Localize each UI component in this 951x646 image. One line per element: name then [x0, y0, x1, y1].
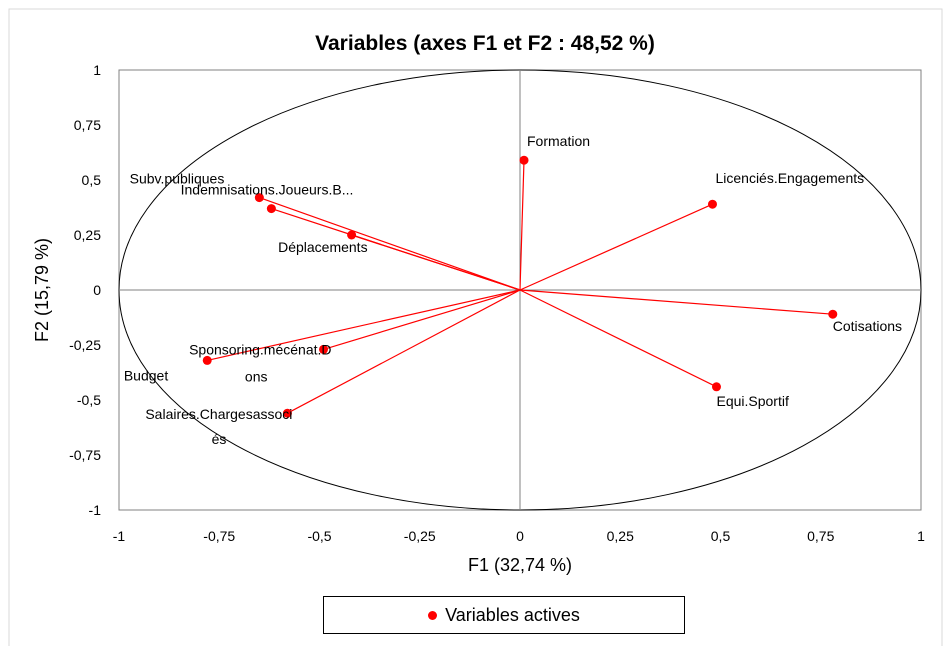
y-tick-label: 0,5 — [82, 172, 102, 188]
variable-vectors — [207, 160, 833, 414]
y-tick-label: 0 — [93, 282, 101, 298]
variable-vector — [207, 289, 521, 361]
x-tick-label: -0,75 — [203, 528, 235, 544]
x-tick-labels: -1 -0,75 -0,5 -0,25 0 0,25 0,5 0,75 1 — [113, 528, 925, 544]
x-tick-label: 0,75 — [807, 528, 834, 544]
variable-vector — [519, 160, 525, 291]
variable-vector — [519, 203, 713, 291]
x-tick-label: -0,5 — [307, 528, 331, 544]
data-point — [828, 309, 838, 319]
data-label: Déplacements — [278, 239, 368, 255]
variable-vector — [259, 197, 521, 291]
variable-labels: Formation Licenciés.Engagements Cotisation… — [124, 133, 902, 447]
data-label: Cotisations — [833, 318, 902, 334]
legend-label: Variables actives — [445, 604, 580, 625]
data-point — [202, 355, 212, 365]
variable-vector — [519, 289, 717, 388]
x-axis-label: F1 (32,74 %) — [468, 555, 572, 575]
variable-vector — [351, 234, 521, 291]
data-point — [254, 193, 264, 203]
y-tick-label: -1 — [89, 502, 102, 518]
x-tick-label: 0,25 — [607, 528, 634, 544]
data-point — [282, 408, 292, 418]
y-tick-label: -0,75 — [69, 447, 101, 463]
data-label: és — [212, 431, 227, 447]
data-point — [707, 199, 717, 209]
y-tick-label: 0,75 — [74, 117, 101, 133]
x-tick-label: -0,25 — [404, 528, 436, 544]
y-tick-label: -0,5 — [77, 392, 101, 408]
data-label: Budget — [124, 367, 168, 383]
data-label: ons — [245, 368, 268, 384]
data-label: Formation — [527, 133, 590, 149]
y-tick-label: 1 — [93, 62, 101, 78]
chart-frame — [8, 8, 943, 646]
variable-vector — [323, 289, 521, 350]
y-axis-label: F2 (15,79 %) — [32, 238, 52, 342]
data-label: Indemnisations.Joueurs.B... — [181, 182, 354, 198]
data-point — [266, 204, 276, 214]
data-point — [347, 230, 357, 240]
data-label: Equi.Sportif — [716, 393, 788, 409]
variable-vector — [519, 289, 833, 315]
data-label: Subv.publiques — [130, 171, 225, 187]
x-tick-label: 1 — [917, 528, 925, 544]
data-point — [319, 344, 329, 354]
chart-title: Variables (axes F1 et F2 : 48,52 %) — [315, 32, 655, 55]
legend: Variables actives — [323, 596, 685, 634]
data-point — [711, 382, 721, 392]
x-tick-label: 0,5 — [711, 528, 731, 544]
legend-marker-icon — [428, 610, 438, 620]
y-tick-label: 0,25 — [74, 227, 101, 243]
variable-points — [202, 155, 838, 418]
x-tick-label: 0 — [516, 528, 524, 544]
y-tick-labels: 1 0,75 0,5 0,25 0 -0,25 -0,5 -0,75 -1 — [69, 62, 101, 518]
data-label: Sponsoring.mécénat.D — [189, 341, 331, 357]
data-label: Licenciés.Engagements — [715, 170, 864, 186]
x-tick-label: -1 — [113, 528, 126, 544]
y-tick-label: -0,25 — [69, 337, 101, 353]
variable-vector — [287, 289, 521, 414]
data-label: Salaires.Chargesassoci — [145, 406, 292, 422]
data-point — [519, 155, 529, 165]
